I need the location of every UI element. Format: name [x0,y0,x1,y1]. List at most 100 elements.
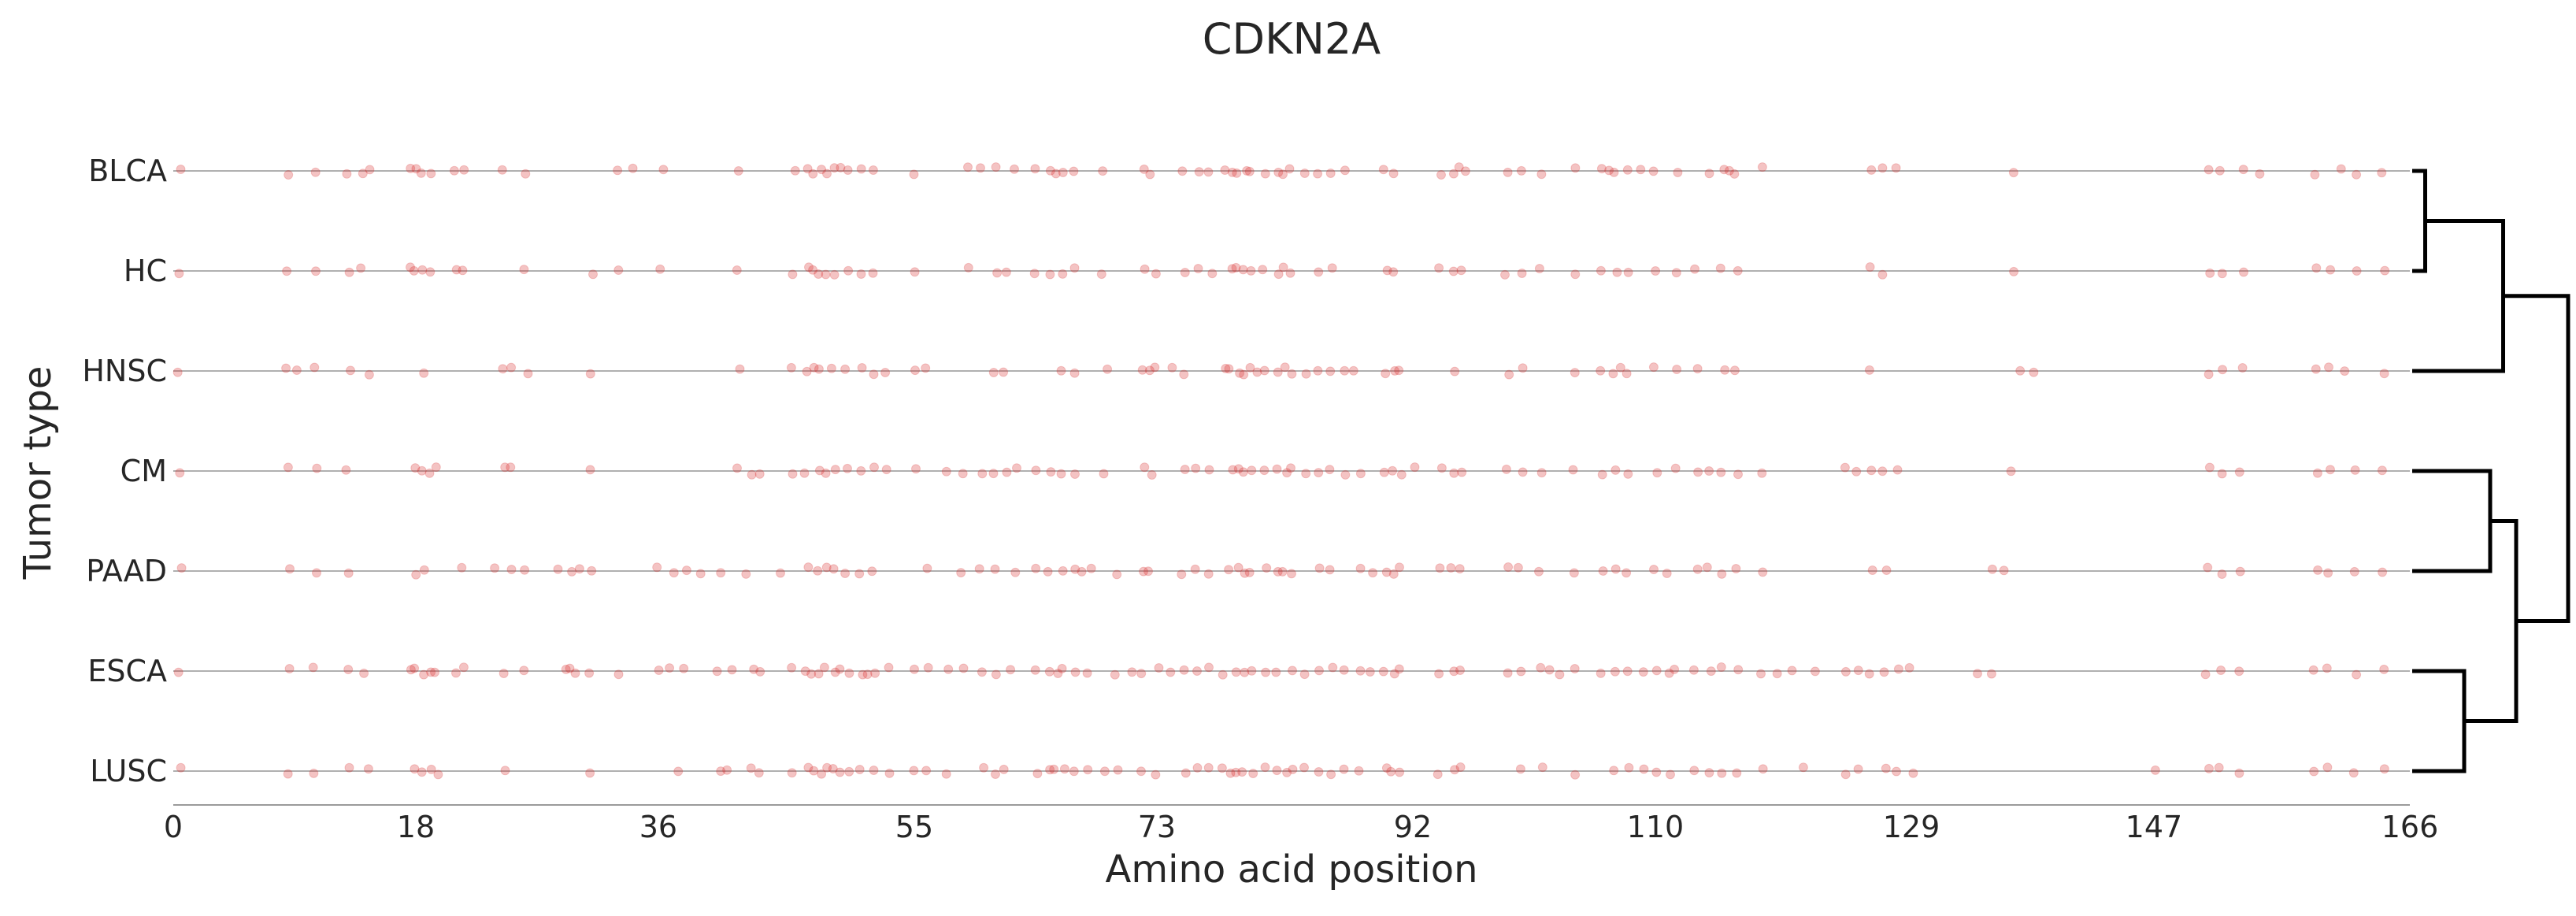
mutation-point [1136,766,1146,777]
mutation-point [755,666,765,677]
mutation-point [2311,263,2322,273]
mutation-point [1692,564,1703,574]
mutation-point [364,369,374,380]
mutation-point [822,762,832,773]
mutation-point [574,564,584,574]
mutation-point [174,269,184,279]
mutation-point [344,267,354,277]
mutation-point [1313,169,1323,179]
mutation-point [922,563,932,573]
mutation-point [1325,565,1335,575]
mutation-point [1378,165,1388,175]
mutation-point [1446,563,1456,573]
mutation-point [1325,169,1336,178]
mutation-point [1624,762,1634,773]
mutation-point [1193,264,1203,273]
mutation-point [787,768,797,778]
mutation-point [829,269,840,280]
mutation-point [2238,165,2248,175]
mutation-point [1534,264,1544,273]
mutation-point [941,466,951,477]
mutation-point [835,767,845,777]
mutation-point [1891,163,1901,173]
mutation-point [776,568,785,578]
mutation-point [1278,169,1288,180]
mutation-point [990,564,1000,574]
mutation-point [1568,465,1578,475]
mutation-point [1049,764,1059,774]
row-label-hnsc: HNSC [82,354,167,388]
mutation-point [1704,768,1714,778]
mutation-point [1537,762,1547,773]
mutation-point [497,165,507,175]
mutation-point [828,764,838,773]
mutation-point [2380,265,2390,276]
mutation-point [1893,664,1903,674]
mutation-point [1242,165,1252,176]
mutation-point [727,665,737,675]
mutation-point [1259,465,1269,476]
mutation-point [1733,265,1743,276]
mutation-point [519,666,529,676]
mutation-point [1622,165,1633,175]
mutation-point [1150,362,1160,373]
mutation-point [1099,469,1109,479]
mutation-point [787,662,797,673]
mutation-point [733,166,743,176]
mutation-point [1534,566,1544,577]
mutation-point [1382,265,1392,276]
mutation-point [1610,666,1620,677]
mutation-point [1671,268,1681,278]
mutation-point [1864,365,1874,375]
mutation-point [417,465,427,476]
mutation-point [1154,663,1164,673]
mutation-point [732,265,742,275]
mutation-point [1756,669,1766,679]
mutation-point [814,465,825,476]
mutation-point [1503,562,1514,572]
mutation-point [343,665,354,674]
mutation-point [1252,367,1262,377]
mutation-point [1877,269,1888,280]
mutation-point [1733,469,1743,480]
mutation-point [1570,269,1581,280]
dendrogram [2412,169,2570,773]
mutation-point [523,369,533,379]
mutation-point [1394,365,1404,376]
mutation-point [1314,563,1325,573]
mutation-point [1877,466,1888,477]
mutation-point [1032,769,1043,779]
mutation-point [1301,469,1311,479]
mutation-point [1649,565,1659,574]
mutation-point [821,562,832,573]
mutation-point [2205,268,2215,278]
mutation-point [613,669,624,680]
mutation-point [1272,766,1282,776]
mutation-point [1096,269,1106,280]
mutation-point [2352,266,2362,276]
mutation-point [1030,665,1040,675]
mutation-point [1140,264,1150,274]
mutation-point [1612,267,1622,277]
mutation-point [862,669,873,680]
mutation-point [406,262,415,273]
mutation-point [2237,363,2248,373]
mutation-point [1757,468,1767,478]
mutation-point [1651,767,1662,777]
mutation-point [813,566,823,576]
mutation-point [1340,365,1350,376]
mutation-point [741,569,751,579]
mutation-point [786,362,796,373]
x-tick-label: 110 [1627,810,1685,844]
mutation-point [788,269,798,280]
mutation-point [1717,569,1727,579]
mutation-point [2326,465,2335,475]
mutation-point [1262,563,1272,573]
mutation-point [1864,669,1874,679]
mutation-point [1706,666,1716,677]
mutation-point [1724,165,1734,176]
mutation-point [410,663,420,673]
mutation-point [1058,566,1068,576]
mutation-point [283,769,293,779]
